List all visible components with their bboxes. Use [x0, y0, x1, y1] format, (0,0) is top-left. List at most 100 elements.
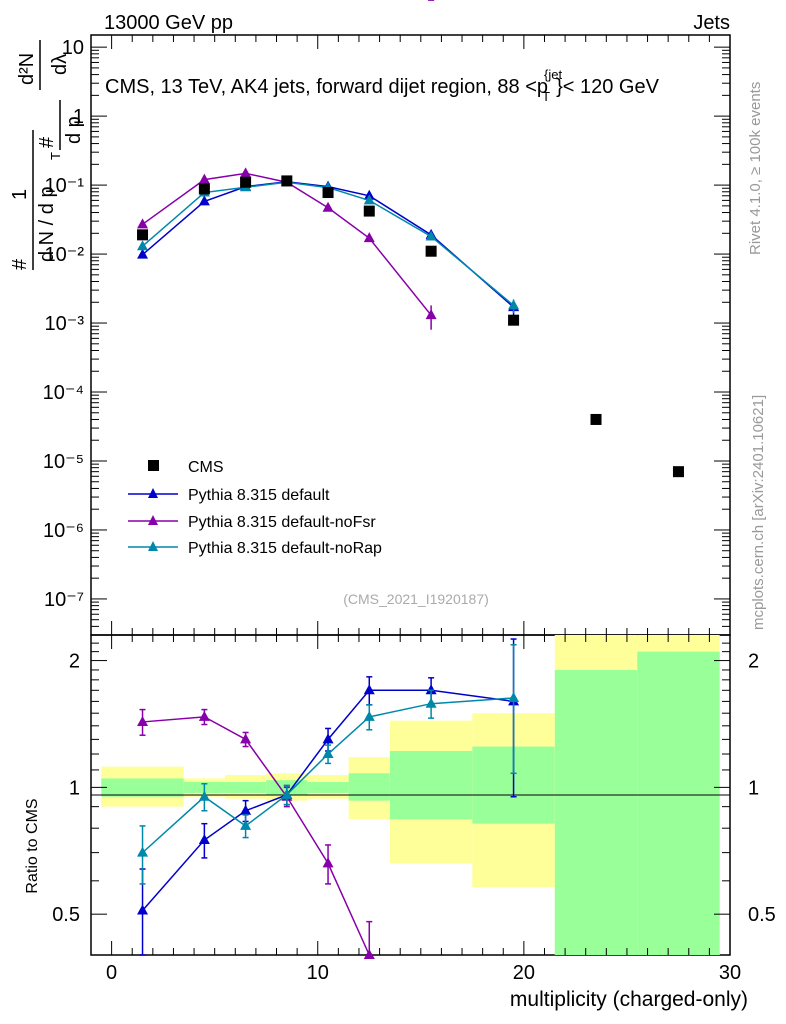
series-point-noFsr [425, 309, 437, 320]
ylabel-hash2: # [36, 136, 58, 148]
ylabel-dlambda: dλ [49, 54, 71, 75]
series-point-default [137, 248, 149, 259]
ylabel-d2n: d²N [16, 53, 38, 85]
ratio-line-noFsr [142, 716, 370, 956]
cms-point [425, 245, 437, 257]
cms-point [240, 176, 252, 188]
header-left: 13000 GeV pp [104, 12, 233, 34]
legend-norap-marker [148, 541, 158, 551]
ylabel-dn: d N / d p [36, 186, 58, 262]
series-line-noRap [142, 181, 515, 307]
y-tick-label: 10⁻² [45, 244, 85, 266]
ratio-point-default [322, 733, 334, 744]
legend-nofsr-marker [148, 515, 158, 525]
upper-series [137, 167, 684, 478]
x-tick-label: 20 [513, 962, 535, 984]
ratio-tick-label-right: 2 [748, 651, 759, 673]
title-end: }< 120 GeV [556, 76, 660, 98]
y-tick-label: 10⁻³ [45, 313, 85, 335]
series-point-noFsr [240, 167, 252, 178]
series-point-noFsr [198, 173, 210, 184]
y-axis-label: # 1 d N / d p T # d p d²N dλ [9, 40, 85, 270]
title-main: CMS, 13 TeV, AK4 jets, forward dijet reg… [105, 76, 548, 98]
title-sup: {jet [544, 67, 562, 82]
band-inner-5 [348, 773, 390, 801]
rivet-label: Rivet 4.1.0, ≥ 100k events [747, 82, 764, 255]
ratio-tick-label-right: 0.5 [748, 904, 776, 926]
ratio-point-default [363, 684, 375, 695]
legend-norap-label: Pythia 8.315 default-noRap [188, 540, 382, 557]
legend-default-label: Pythia 8.315 default [188, 487, 330, 504]
y-tick-label: 10⁻¹ [45, 175, 85, 197]
series-point-noRap [508, 299, 520, 310]
ratio-tick-label-right: 1 [748, 777, 759, 799]
ratio-point-noRap [508, 691, 520, 702]
ratio-tick-label-left: 1 [69, 777, 80, 799]
x-tick-label: 30 [719, 962, 741, 984]
cms-point [590, 413, 602, 425]
ratio-point-noRap [322, 748, 334, 759]
series-point-noFsr [137, 218, 149, 229]
series-line-default [142, 180, 515, 308]
title-sub: T [542, 89, 550, 104]
ratio-uncertainty-bands [101, 635, 720, 955]
legend: CMS Pythia 8.315 default Pythia 8.315 de… [128, 459, 382, 557]
upper-frame [90, 34, 731, 636]
ratio-point-noRap [363, 710, 375, 721]
cms-point [322, 187, 334, 199]
y-tick-label: 10⁻⁷ [44, 589, 84, 611]
x-tick-label: 0 [106, 962, 117, 984]
band-inner-6 [389, 750, 473, 820]
ratio-point-noFsr [240, 733, 252, 744]
cms-point [363, 205, 375, 217]
ratio-point-noRap [240, 819, 252, 830]
ratio-y-label: Ratio to CMS [24, 798, 41, 893]
ratio-point-noRap [137, 846, 149, 857]
y-tick-label: 1 [73, 106, 84, 128]
axis-ticks: 0 10 20 30 10 1 10⁻¹ 10⁻² 10⁻³ 10⁻⁴ 10⁻⁵ 10⁻⁶ 10⁻⁷ 0.… [43, 35, 776, 984]
ratio-point-noRap [425, 697, 437, 708]
series-point-noFsr [322, 201, 334, 212]
ratio-line-default [141, 689, 514, 912]
ratio-tick-label-left: 0.5 [52, 904, 80, 926]
y-tick-label: 10⁻⁴ [43, 382, 84, 404]
ratio-point-noFsr [363, 949, 375, 959]
ratio-line-noRap [142, 697, 514, 854]
ratio-series [137, 0, 520, 959]
cms-point [281, 175, 293, 187]
y-tick-label: 10⁻⁶ [43, 520, 84, 542]
ylabel-hash: # [9, 258, 31, 270]
ratio-point-default [425, 684, 437, 695]
cms-point [137, 229, 149, 241]
ratio-point-noRap [198, 790, 210, 801]
ratio-point-noFsr [137, 715, 149, 726]
ratio-point-noFsr [198, 710, 210, 721]
y-tick-label: 10 [62, 37, 84, 59]
x-tick-label: 10 [307, 962, 329, 984]
legend-nofsr-label: Pythia 8.315 default-noFsr [188, 514, 376, 531]
ratio-tick-label-left: 2 [69, 651, 80, 673]
ratio-point-default [240, 804, 252, 815]
ratio-point-noRap [281, 788, 293, 799]
ratio-point-default [198, 834, 210, 845]
cms-point [508, 314, 520, 326]
ratio-point-default [137, 904, 149, 915]
cms-point [198, 183, 210, 195]
series-point-default [198, 195, 210, 206]
band-inner-9 [637, 651, 720, 955]
legend-cms-marker [148, 460, 159, 471]
mcplots-label: mcplots.cern.ch [arXiv:2401.10621] [750, 395, 767, 630]
y-tick-label: 10⁻⁵ [43, 451, 84, 473]
legend-cms-label: CMS [188, 459, 224, 476]
analysis-watermark: (CMS_2021_I1920187) [343, 591, 489, 607]
series-line-noFsr [142, 172, 432, 316]
ylabel-dp: d p [63, 116, 85, 144]
band-inner-0 [101, 778, 184, 797]
ratio-point-noFsr [322, 857, 334, 868]
ylabel-t: T [48, 152, 63, 160]
cms-point [672, 466, 684, 478]
band-inner-2 [224, 781, 267, 793]
series-point-noRap [425, 230, 437, 241]
header-right: Jets [693, 12, 730, 34]
